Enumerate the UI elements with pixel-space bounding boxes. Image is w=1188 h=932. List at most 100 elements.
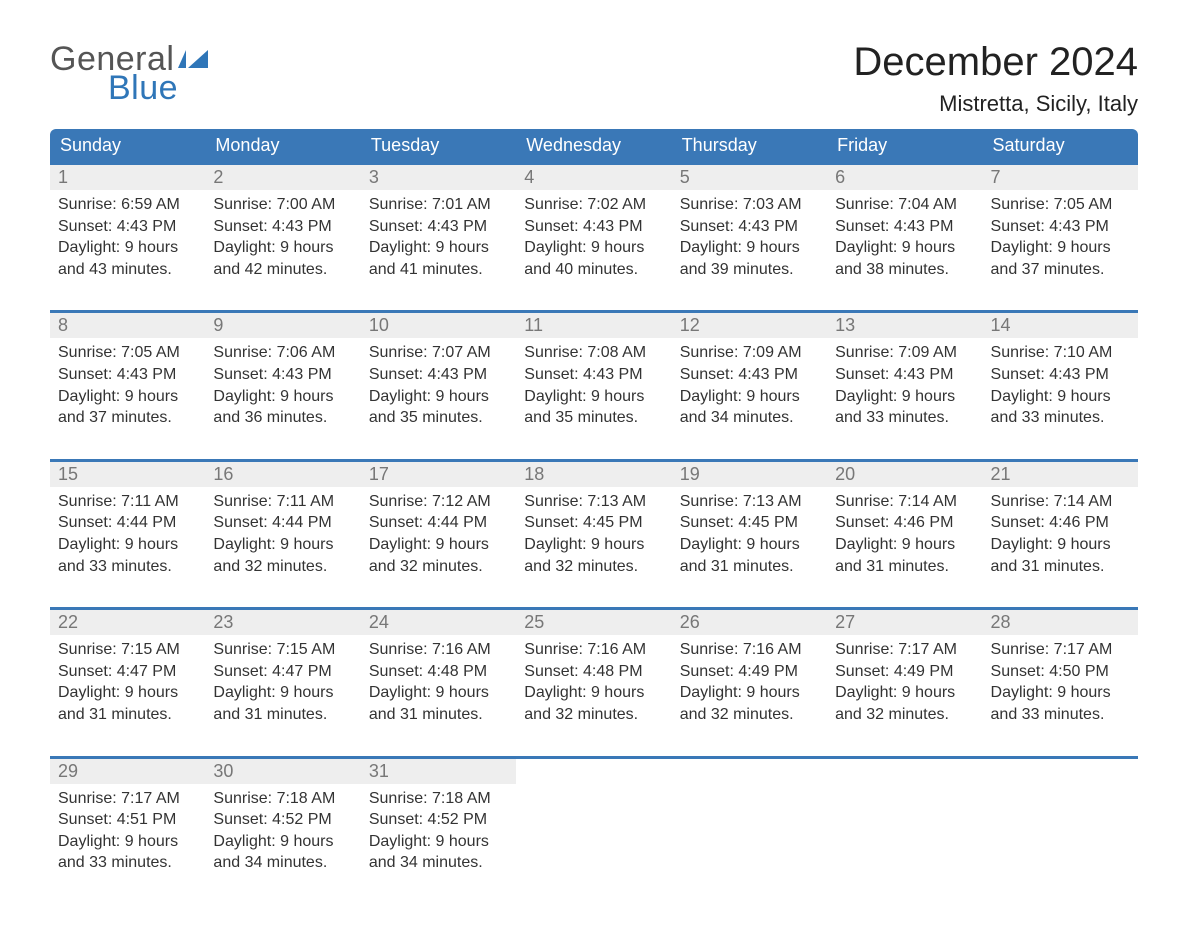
sunrise-text: Sunrise: 7:12 AM xyxy=(369,491,508,513)
sunrise-text: Sunrise: 7:16 AM xyxy=(680,639,819,661)
day-number-cell: 23 xyxy=(205,609,360,636)
d1-text: Daylight: 9 hours xyxy=(680,237,819,259)
col-monday: Monday xyxy=(205,129,360,164)
sunset-text: Sunset: 4:44 PM xyxy=(58,512,197,534)
d1-text: Daylight: 9 hours xyxy=(213,237,352,259)
day-info-cell: Sunrise: 7:05 AMSunset: 4:43 PMDaylight:… xyxy=(983,190,1138,288)
sunrise-text: Sunrise: 7:08 AM xyxy=(524,342,663,364)
day-number-cell xyxy=(516,757,671,784)
d2-text: and 31 minutes. xyxy=(213,704,352,726)
sunrise-text: Sunrise: 7:04 AM xyxy=(835,194,974,216)
day-number-cell: 8 xyxy=(50,312,205,339)
day-number-cell: 18 xyxy=(516,460,671,487)
day-info-cell: Sunrise: 7:06 AMSunset: 4:43 PMDaylight:… xyxy=(205,338,360,436)
d2-text: and 31 minutes. xyxy=(835,556,974,578)
sunrise-text: Sunrise: 7:18 AM xyxy=(369,788,508,810)
sunset-text: Sunset: 4:43 PM xyxy=(369,216,508,238)
day-info-cell: Sunrise: 7:18 AMSunset: 4:52 PMDaylight:… xyxy=(361,784,516,882)
week-spacer xyxy=(50,585,1138,609)
sunrise-text: Sunrise: 7:09 AM xyxy=(835,342,974,364)
sunset-text: Sunset: 4:43 PM xyxy=(524,216,663,238)
d1-text: Daylight: 9 hours xyxy=(369,534,508,556)
day-info-cell xyxy=(983,784,1138,882)
d1-text: Daylight: 9 hours xyxy=(524,682,663,704)
sunset-text: Sunset: 4:43 PM xyxy=(680,216,819,238)
d1-text: Daylight: 9 hours xyxy=(524,386,663,408)
sunrise-text: Sunrise: 6:59 AM xyxy=(58,194,197,216)
day-number-cell: 28 xyxy=(983,609,1138,636)
d2-text: and 33 minutes. xyxy=(991,407,1130,429)
title-block: December 2024 Mistretta, Sicily, Italy xyxy=(853,40,1138,117)
day-number-cell xyxy=(672,757,827,784)
day-number-cell: 26 xyxy=(672,609,827,636)
day-number-row: 15161718192021 xyxy=(50,460,1138,487)
day-number-cell: 1 xyxy=(50,164,205,191)
d2-text: and 32 minutes. xyxy=(680,704,819,726)
col-thursday: Thursday xyxy=(672,129,827,164)
day-info-cell: Sunrise: 7:13 AMSunset: 4:45 PMDaylight:… xyxy=(516,487,671,585)
day-number-cell: 3 xyxy=(361,164,516,191)
day-number-cell: 24 xyxy=(361,609,516,636)
weekday-header-row: Sunday Monday Tuesday Wednesday Thursday… xyxy=(50,129,1138,164)
sunrise-text: Sunrise: 7:15 AM xyxy=(58,639,197,661)
day-info-cell: Sunrise: 6:59 AMSunset: 4:43 PMDaylight:… xyxy=(50,190,205,288)
sunset-text: Sunset: 4:45 PM xyxy=(680,512,819,534)
d1-text: Daylight: 9 hours xyxy=(369,831,508,853)
sunrise-text: Sunrise: 7:05 AM xyxy=(58,342,197,364)
day-number-cell xyxy=(827,757,982,784)
sunrise-text: Sunrise: 7:10 AM xyxy=(991,342,1130,364)
d2-text: and 33 minutes. xyxy=(835,407,974,429)
sunrise-text: Sunrise: 7:16 AM xyxy=(369,639,508,661)
day-number-cell: 25 xyxy=(516,609,671,636)
brand-logo: General Blue xyxy=(50,40,208,108)
day-info-cell: Sunrise: 7:10 AMSunset: 4:43 PMDaylight:… xyxy=(983,338,1138,436)
col-wednesday: Wednesday xyxy=(516,129,671,164)
sunset-text: Sunset: 4:49 PM xyxy=(680,661,819,683)
sunrise-text: Sunrise: 7:14 AM xyxy=(835,491,974,513)
day-number-cell: 12 xyxy=(672,312,827,339)
day-number-cell: 19 xyxy=(672,460,827,487)
day-number-cell: 9 xyxy=(205,312,360,339)
d1-text: Daylight: 9 hours xyxy=(680,534,819,556)
day-info-cell: Sunrise: 7:17 AMSunset: 4:51 PMDaylight:… xyxy=(50,784,205,882)
d1-text: Daylight: 9 hours xyxy=(58,682,197,704)
d1-text: Daylight: 9 hours xyxy=(369,386,508,408)
day-info-cell: Sunrise: 7:09 AMSunset: 4:43 PMDaylight:… xyxy=(672,338,827,436)
sunset-text: Sunset: 4:52 PM xyxy=(369,809,508,831)
sunrise-text: Sunrise: 7:17 AM xyxy=(991,639,1130,661)
d1-text: Daylight: 9 hours xyxy=(680,386,819,408)
day-info-cell xyxy=(516,784,671,882)
d1-text: Daylight: 9 hours xyxy=(835,534,974,556)
day-info-cell: Sunrise: 7:16 AMSunset: 4:49 PMDaylight:… xyxy=(672,635,827,733)
day-info-row: Sunrise: 6:59 AMSunset: 4:43 PMDaylight:… xyxy=(50,190,1138,288)
d1-text: Daylight: 9 hours xyxy=(213,831,352,853)
d2-text: and 40 minutes. xyxy=(524,259,663,281)
sunrise-text: Sunrise: 7:18 AM xyxy=(213,788,352,810)
d2-text: and 32 minutes. xyxy=(524,704,663,726)
d1-text: Daylight: 9 hours xyxy=(58,534,197,556)
day-info-cell: Sunrise: 7:00 AMSunset: 4:43 PMDaylight:… xyxy=(205,190,360,288)
sunset-text: Sunset: 4:44 PM xyxy=(213,512,352,534)
sunrise-text: Sunrise: 7:03 AM xyxy=(680,194,819,216)
location-text: Mistretta, Sicily, Italy xyxy=(853,91,1138,117)
d2-text: and 34 minutes. xyxy=(213,852,352,874)
d1-text: Daylight: 9 hours xyxy=(835,237,974,259)
d2-text: and 32 minutes. xyxy=(835,704,974,726)
sunset-text: Sunset: 4:51 PM xyxy=(58,809,197,831)
sunset-text: Sunset: 4:45 PM xyxy=(524,512,663,534)
d2-text: and 37 minutes. xyxy=(58,407,197,429)
sunset-text: Sunset: 4:43 PM xyxy=(213,364,352,386)
d2-text: and 31 minutes. xyxy=(991,556,1130,578)
d2-text: and 32 minutes. xyxy=(524,556,663,578)
day-number-row: 293031 xyxy=(50,757,1138,784)
day-number-cell: 13 xyxy=(827,312,982,339)
day-info-cell: Sunrise: 7:12 AMSunset: 4:44 PMDaylight:… xyxy=(361,487,516,585)
month-title: December 2024 xyxy=(853,40,1138,85)
day-info-cell: Sunrise: 7:11 AMSunset: 4:44 PMDaylight:… xyxy=(50,487,205,585)
day-number-cell: 30 xyxy=(205,757,360,784)
d1-text: Daylight: 9 hours xyxy=(58,386,197,408)
sunset-text: Sunset: 4:48 PM xyxy=(369,661,508,683)
sunset-text: Sunset: 4:43 PM xyxy=(991,216,1130,238)
sunset-text: Sunset: 4:43 PM xyxy=(680,364,819,386)
d1-text: Daylight: 9 hours xyxy=(213,682,352,704)
